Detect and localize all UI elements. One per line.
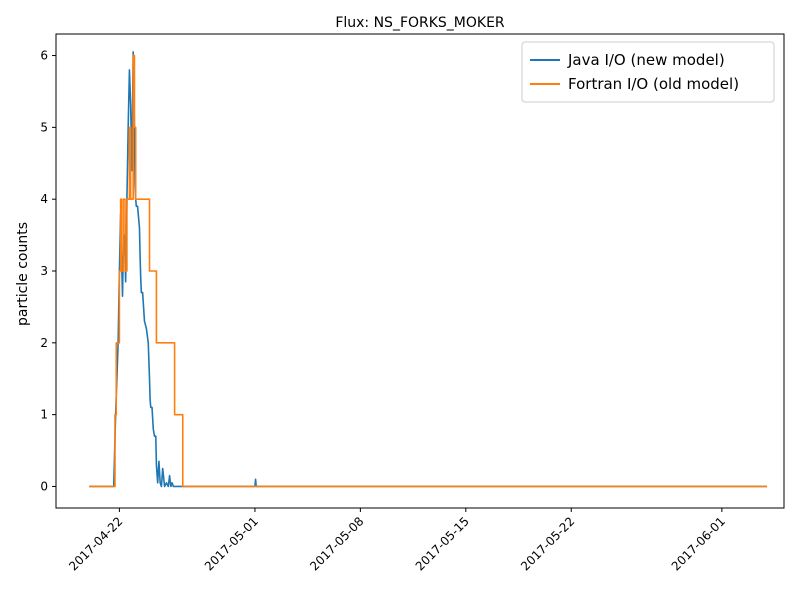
y-axis-label: particle counts	[15, 222, 31, 326]
y-tick-label: 3	[40, 264, 48, 278]
chart-title: Flux: NS_FORKS_MOKER	[335, 15, 505, 31]
legend-label-1: Java I/O (new model)	[567, 51, 725, 69]
series-line-2	[89, 54, 768, 488]
y-tick-label: 1	[40, 408, 48, 422]
y-tick-label: 4	[40, 192, 48, 206]
plot-area	[89, 51, 768, 488]
y-tick-label: 6	[40, 49, 48, 63]
y-tick-label: 5	[40, 120, 48, 134]
legend-box	[521, 41, 775, 103]
legend: Java I/O (new model) Fortran I/O (old mod…	[521, 41, 775, 103]
legend-label-2: Fortran I/O (old model)	[568, 75, 739, 93]
y-tick-label: 0	[40, 479, 48, 493]
y-tick-label: 2	[40, 336, 48, 350]
